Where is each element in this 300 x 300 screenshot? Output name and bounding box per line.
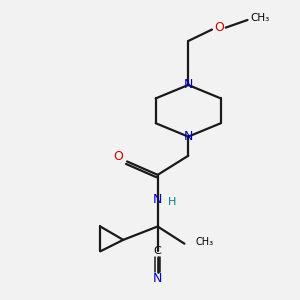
Text: O: O bbox=[114, 150, 124, 164]
Text: N: N bbox=[184, 130, 193, 143]
Text: C: C bbox=[154, 246, 161, 256]
Text: CH₃: CH₃ bbox=[250, 13, 270, 23]
Text: N: N bbox=[153, 193, 162, 206]
Text: N: N bbox=[184, 79, 193, 92]
Text: CH₃: CH₃ bbox=[196, 237, 214, 247]
Text: O: O bbox=[214, 21, 224, 34]
Text: H: H bbox=[168, 196, 176, 207]
Text: N: N bbox=[153, 272, 162, 285]
